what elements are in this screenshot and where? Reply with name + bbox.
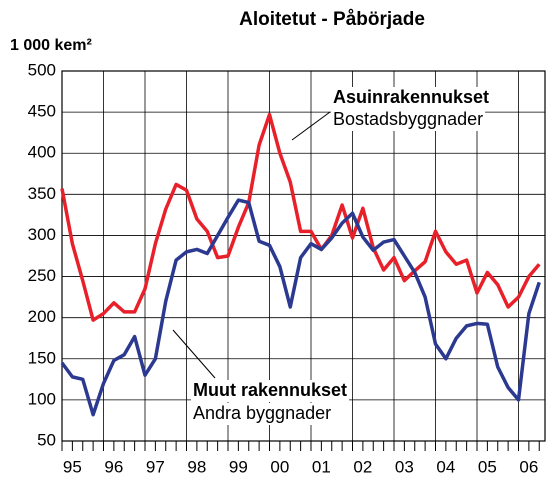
y-tick-label: 500 [28,60,56,79]
x-tick-label: 97 [146,457,165,476]
y-tick-label: 300 [28,225,56,244]
y-tick-label: 450 [28,102,56,121]
y-tick-label: 250 [28,266,56,285]
y-tick-label: 200 [28,307,56,326]
y-tick-label: 150 [28,348,56,367]
chart-title: Aloitetut - Påbörjade [239,9,425,30]
x-tick-label: 98 [187,457,206,476]
label-bg [191,380,350,402]
leader-line [172,329,216,379]
x-tick-label: 06 [519,457,538,476]
label-bg [191,403,334,425]
x-tick-label: 99 [229,457,248,476]
x-tick-label: 04 [436,457,455,476]
annotation: Bostadsbyggnader [333,109,483,129]
x-tick-label: 96 [104,457,123,476]
x-tick-label: 01 [312,457,331,476]
label-bg [331,109,486,131]
y-tick-label: 100 [28,389,56,408]
x-tick-label: 02 [353,457,372,476]
series-label: Muut rakennukset [193,380,347,400]
label-bg [331,87,492,109]
x-tick-label: 00 [270,457,289,476]
series-label: Asuinrakennukset [333,87,489,107]
y-axis-label: 1 000 kem² [10,37,92,54]
x-tick-label: 03 [395,457,414,476]
data-line [60,112,541,322]
y-tick-label: 50 [37,430,56,449]
annotation: Andra byggnader [193,403,331,423]
x-tick-label: 05 [478,457,497,476]
data-line [60,198,541,417]
y-tick-label: 350 [28,184,56,203]
x-tick-label: 95 [63,457,82,476]
y-tick-label: 400 [28,143,56,162]
plot-frame [61,70,546,442]
